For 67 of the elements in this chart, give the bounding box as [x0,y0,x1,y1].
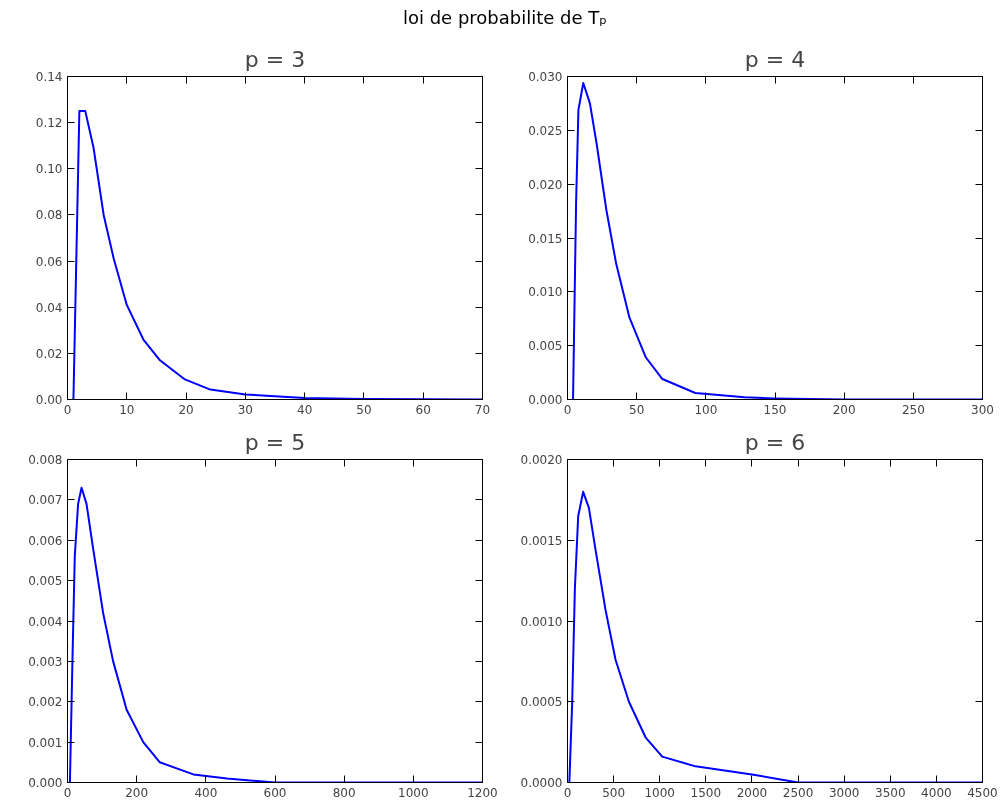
y-tick-label: 0.010 [528,285,563,300]
x-tick-label: 60 [415,402,431,417]
x-tick-label: 200 [125,785,149,800]
x-tick-label: 4000 [921,785,952,800]
x-tick-label: 50 [356,402,372,417]
x-tick-label: 40 [297,402,313,417]
y-tick-label: 0.005 [28,574,63,589]
y-tick-label: 0.02 [35,346,63,361]
line-series [72,110,483,400]
y-tick-label: 0.008 [28,453,63,467]
x-tick-label: 20 [178,402,194,417]
y-tick-label: 0.0015 [520,533,563,548]
y-tick-label: 0.001 [28,735,63,750]
chart-title: p = 6 [744,429,806,455]
y-tick-label: 0.004 [28,614,63,629]
x-tick-label: 150 [763,402,787,417]
x-tick-label: 300 [971,402,994,417]
y-tick-label: 0.000 [528,393,563,407]
x-tick-label: 1200 [467,785,498,800]
x-tick-label: 100 [694,402,718,417]
y-tick-label: 0.030 [528,70,563,84]
y-tick-label: 0.0000 [520,776,563,790]
y-tick-label: 0.015 [528,231,563,246]
x-tick-label: 200 [832,402,856,417]
x-tick-label: 0 [563,402,572,417]
x-tick-label: 1500 [690,785,722,800]
x-tick-label: 1000 [644,785,675,800]
y-tick-label: 0.005 [528,339,563,354]
x-tick-label: 70 [474,402,491,417]
x-tick-label: 2000 [736,785,768,800]
x-tick-label: 400 [194,785,218,800]
x-tick-label: 4500 [967,785,998,800]
y-tick-label: 0.007 [28,493,63,508]
x-tick-label: 0 [63,402,72,417]
y-tick-label: 0.00 [35,393,63,407]
y-tick-label: 0.002 [28,695,63,710]
y-tick-label: 0.10 [35,162,63,177]
y-tick-label: 0.0005 [520,695,563,710]
x-tick-label: 250 [901,402,925,417]
x-tick-label: 600 [263,785,287,800]
x-tick-label: 50 [629,402,645,417]
y-tick-label: 0.08 [35,208,63,223]
x-tick-label: 1000 [398,785,429,800]
y-tick-label: 0.12 [35,116,63,131]
text: loi de probabilite de Tₚ [402,6,608,30]
y-tick-label: 0.025 [528,123,563,138]
x-tick-label: 10 [119,402,135,417]
x-tick-label: 800 [332,785,356,800]
y-tick-label: 0.003 [28,654,63,669]
y-tick-label: 0.06 [35,254,63,269]
chart-title: p = 4 [744,46,806,72]
x-tick-label: 3000 [828,785,860,800]
y-tick-label: 0.0020 [520,453,563,467]
chart-title: p = 3 [244,46,306,72]
x-tick-label: 0 [63,785,72,800]
x-tick-label: 3500 [875,785,906,800]
y-tick-label: 0.14 [35,70,63,84]
y-tick-label: 0.000 [28,776,63,790]
x-tick-label: 2500 [782,785,814,800]
y-tick-label: 0.0010 [520,614,563,629]
y-tick-label: 0.04 [35,300,63,315]
x-tick-label: 500 [602,785,626,800]
y-tick-label: 0.006 [28,533,63,548]
y-tick-label: 0.020 [528,177,563,192]
x-tick-label: 0 [563,785,572,800]
x-tick-label: 30 [237,402,253,417]
chart-title: p = 5 [244,429,306,455]
